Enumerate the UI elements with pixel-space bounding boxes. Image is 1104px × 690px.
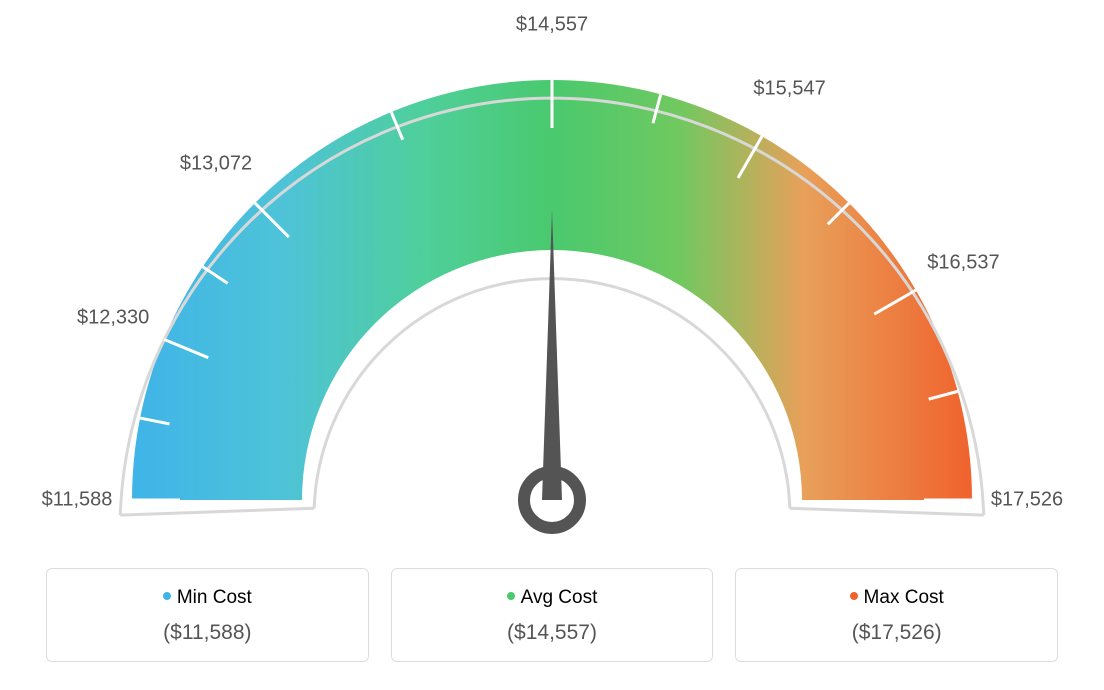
- legend-max-dot: [850, 592, 858, 600]
- gauge-tick-label: $11,588: [42, 489, 113, 512]
- gauge-tick-label: $15,547: [753, 77, 825, 100]
- gauge-svg: [0, 0, 1104, 560]
- legend-avg-dot: [507, 592, 515, 600]
- gauge-tick-label: $17,526: [991, 489, 1063, 512]
- legend-max-label: Max Cost: [864, 587, 944, 608]
- legend-card-avg: Avg Cost ($14,557): [391, 568, 714, 662]
- legend-min-label: Min Cost: [177, 587, 252, 608]
- legend-max-value: ($17,526): [746, 621, 1047, 645]
- cost-gauge-chart: $11,588 $12,330 $13,072 $14,557 $15,547 $16,5…: [0, 0, 1104, 690]
- legend-max-title: Max Cost: [746, 587, 1047, 609]
- legend-avg-title: Avg Cost: [402, 587, 703, 609]
- gauge-tick-label: $16,537: [927, 251, 999, 274]
- legend-min-dot: [163, 592, 171, 600]
- legend-min-title: Min Cost: [57, 587, 358, 609]
- gauge-tick-label: $12,330: [77, 307, 149, 330]
- legend-min-value: ($11,588): [57, 621, 358, 645]
- legend-avg-label: Avg Cost: [521, 587, 598, 608]
- gauge-tick-label: $13,072: [180, 153, 252, 176]
- gauge-area: $11,588 $12,330 $13,072 $14,557 $15,547 $16,5…: [0, 0, 1104, 560]
- gauge-tick-label: $14,557: [516, 14, 588, 37]
- legend-row: Min Cost ($11,588) Avg Cost ($14,557) Ma…: [46, 568, 1058, 662]
- legend-avg-value: ($14,557): [402, 621, 703, 645]
- legend-card-min: Min Cost ($11,588): [46, 568, 369, 662]
- legend-card-max: Max Cost ($17,526): [735, 568, 1058, 662]
